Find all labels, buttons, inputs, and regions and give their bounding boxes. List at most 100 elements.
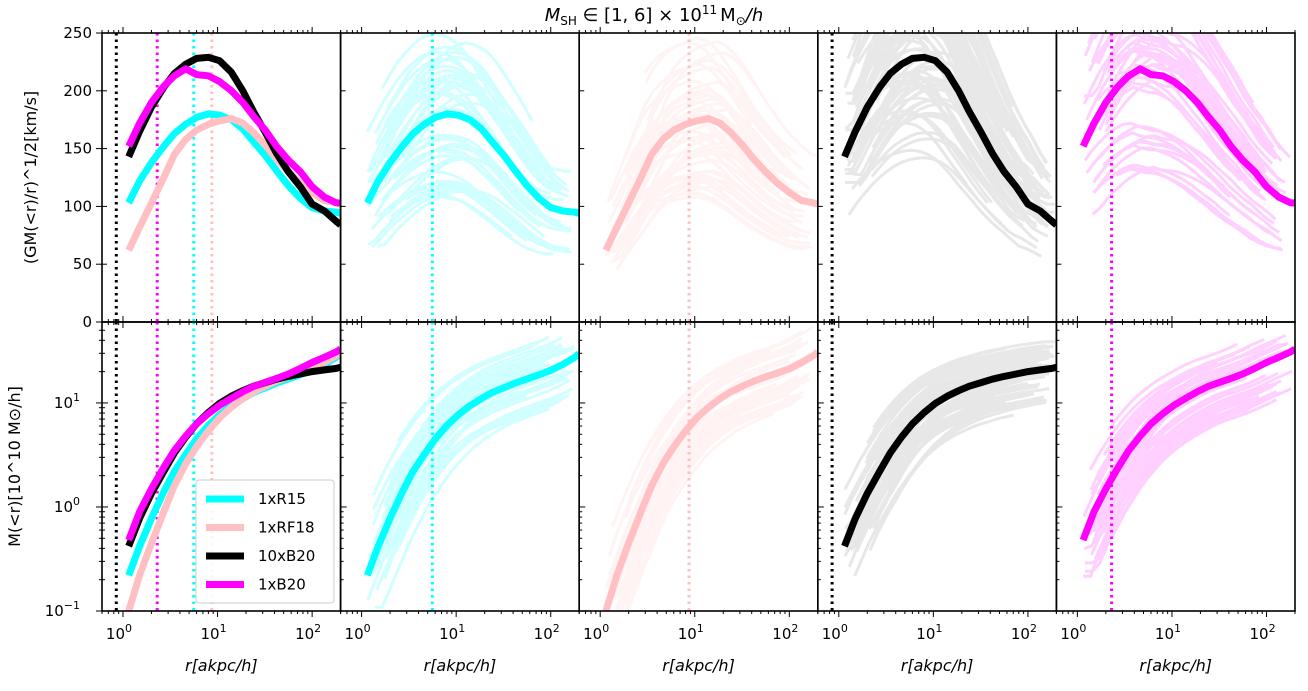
halo-curve	[376, 133, 538, 217]
x-tick-label: 100	[1060, 622, 1086, 643]
halo-curve	[371, 378, 571, 577]
halo-curve	[619, 390, 756, 611]
halo-curve	[851, 76, 1014, 191]
median-curve-1xRF18	[602, 349, 818, 611]
halo-curve	[844, 381, 1013, 555]
halo-curve	[373, 142, 565, 228]
halo-curve	[1130, 62, 1261, 193]
y-axis-label-top: (GM(<r)/r)^1/2[km/s]	[21, 91, 40, 264]
halo-curve	[1098, 33, 1283, 162]
halo-curve	[1093, 33, 1278, 160]
halo-curves-1xB20	[1082, 33, 1292, 252]
median-curve-10xB20	[125, 53, 341, 228]
legend-box	[195, 479, 335, 604]
halo-curve	[1116, 376, 1248, 478]
halo-curve	[846, 357, 1000, 506]
halo-curve	[380, 154, 542, 228]
halo-curves-1xB20	[1082, 333, 1293, 578]
plot-area-top-1	[114, 33, 341, 322]
halo-curve	[868, 346, 1007, 441]
halo-curve	[644, 36, 798, 155]
halo-curve	[1118, 360, 1241, 439]
halo-curve	[388, 368, 519, 491]
halo-curve	[650, 91, 774, 166]
halo-curve	[960, 33, 982, 79]
x-tick-label: 102	[534, 622, 560, 643]
halo-curve	[851, 39, 1050, 221]
median-curve-1xB20	[125, 346, 341, 542]
halo-curve	[628, 173, 790, 237]
halo-curves-1xR15	[366, 335, 576, 609]
halo-curve	[609, 115, 800, 205]
panel-frame	[1055, 321, 1296, 612]
halo-curve	[843, 346, 1050, 491]
halo-curve	[854, 363, 1008, 503]
halo-curve	[608, 324, 815, 556]
halo-curve	[1087, 33, 1272, 149]
x-tick-label: 100	[822, 622, 848, 643]
halo-curve	[845, 33, 1014, 108]
halo-curve	[851, 33, 1036, 190]
halo-curve	[614, 393, 790, 611]
halo-curve	[881, 397, 1042, 481]
halo-curve	[393, 396, 510, 543]
halo-curve	[642, 169, 811, 235]
halo-curve	[621, 195, 805, 251]
halo-curve	[1096, 146, 1281, 234]
halo-curve	[863, 386, 987, 533]
halo-curve	[1091, 165, 1283, 243]
halo-curve	[616, 402, 793, 610]
halo-curve	[843, 392, 1035, 557]
halo-curve	[1097, 414, 1213, 531]
halo-curve	[1102, 33, 1280, 159]
halo-curve	[864, 33, 1049, 164]
halo-curve	[626, 412, 775, 611]
halo-curve	[647, 377, 809, 509]
halo-curve	[887, 114, 1049, 238]
halo-curve	[853, 413, 1014, 577]
y-tick-label: 0	[82, 313, 92, 331]
halo-curve	[889, 387, 1050, 463]
halo-curve	[616, 382, 777, 600]
halo-curve	[620, 386, 775, 594]
halo-curve	[1109, 41, 1279, 188]
halo-curve	[628, 344, 790, 499]
x-tick-label: 102	[1011, 622, 1037, 643]
halo-curve	[1090, 33, 1275, 149]
halo-curve	[948, 33, 1013, 164]
halo-curve	[847, 357, 1046, 530]
halo-curve	[864, 377, 980, 481]
halo-curve	[872, 79, 1026, 223]
halo-curves-1xRF18	[604, 36, 818, 272]
halo-curve	[1082, 33, 1267, 174]
halo-curve	[857, 69, 1049, 229]
x-axis-label: r[akpc/h]	[901, 656, 974, 675]
title-mid: ∈ [1, 6] × 10	[577, 5, 702, 26]
y-tick-label: 101	[54, 391, 80, 412]
panel-2: 100 101 102 r[akpc/h]	[339, 27, 581, 675]
halo-curve	[846, 33, 1053, 199]
halo-curve	[877, 364, 1038, 455]
halo-curve	[1115, 167, 1284, 252]
halo-curve	[864, 96, 1018, 214]
halo-curve	[880, 33, 1020, 165]
halo-curve	[1093, 390, 1278, 545]
halo-curve	[640, 340, 810, 501]
y-tick-label: 250	[63, 24, 92, 42]
halo-curve	[378, 349, 554, 552]
halo-curve	[847, 156, 1009, 232]
legend-label-1xRF18: 1xRF18	[258, 519, 315, 537]
halo-curve	[1120, 36, 1275, 154]
halo-curve	[371, 336, 563, 526]
halo-curve	[627, 185, 781, 254]
halo-curve	[1125, 371, 1279, 482]
halo-curve	[1094, 33, 1241, 145]
halo-curve	[399, 340, 538, 439]
halo-curve	[850, 148, 1043, 258]
x-tick-label: 101	[201, 622, 227, 643]
halo-curve	[866, 98, 1043, 226]
halo-curve	[1111, 343, 1287, 444]
halo-curves-10xB20	[843, 340, 1055, 577]
halo-curve	[888, 109, 989, 204]
